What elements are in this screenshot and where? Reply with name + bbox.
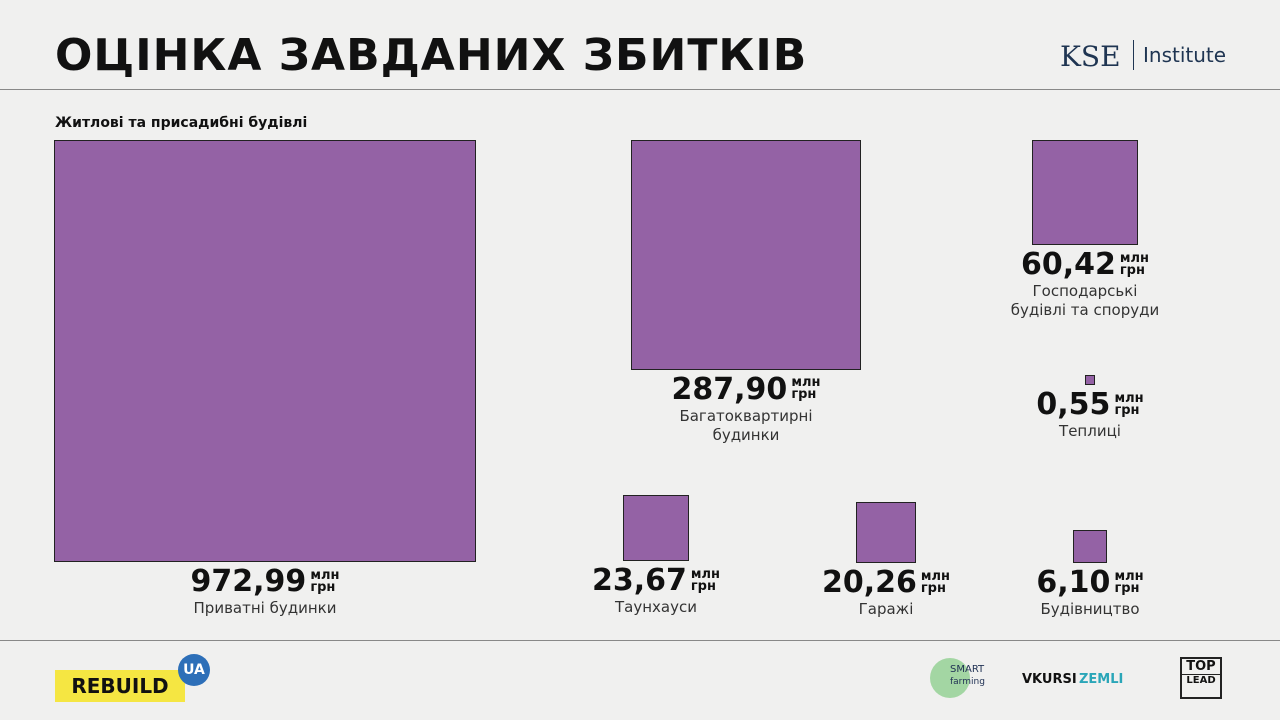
value-group: 972,99 млн грн: [191, 564, 340, 599]
unit-text: млн: [310, 567, 340, 583]
value-label: 287,90: [671, 371, 788, 407]
value-group: 20,26 млн грн: [822, 565, 950, 600]
unit: млн грн: [690, 566, 721, 594]
unit: млн грн: [1119, 250, 1150, 278]
category-label: Теплиці: [1059, 422, 1121, 440]
unit-text: млн: [1119, 250, 1150, 266]
value-label: 20,26: [821, 565, 917, 600]
square: [855, 502, 917, 563]
unit: млн грн: [791, 375, 821, 403]
value-label: 6,10: [1036, 565, 1111, 600]
square-label: 23,67 млн грн Таунхауси: [546, 563, 766, 617]
square: [623, 495, 689, 561]
category-label: Багатоквартирні будинки: [679, 406, 813, 444]
value-group: 0,55 млн грн: [1036, 387, 1143, 422]
square-label: 287,90 млн грн Багатоквартирні будинки: [636, 372, 856, 445]
category-label: Гаражі: [858, 600, 914, 618]
value-group: 60,42 млн грн: [1021, 247, 1149, 282]
unit-text: млн: [690, 566, 721, 582]
unit-text: грн: [310, 579, 336, 595]
value-label: 23,67: [591, 563, 687, 598]
subtitle: Житлові та присадибні будівлі: [55, 115, 308, 131]
category-label: Будівництво: [1040, 600, 1140, 618]
unit-text: грн: [690, 578, 716, 594]
kse-logo: KSE: [1060, 40, 1121, 73]
vkursi-logo: VKURSI: [1022, 672, 1077, 687]
value-label: 972,99: [190, 564, 307, 599]
top-text: TOP: [1182, 659, 1220, 675]
unit-text: млн: [791, 375, 821, 391]
unit-text: млн: [920, 568, 951, 584]
category-label: Господарські будівлі та споруди: [1010, 282, 1160, 320]
unit-text: грн: [1114, 402, 1140, 418]
category-label: Таунхауси: [615, 598, 697, 616]
value-group: 287,90 млн грн: [672, 372, 821, 407]
lead-text: LEAD: [1186, 675, 1216, 686]
square-label: 0,55 млн грн Теплиці: [980, 387, 1200, 441]
square-label: 6,10 млн грн Будівництво: [980, 565, 1200, 619]
value-group: 23,67 млн грн: [592, 563, 720, 598]
value-group: 6,10 млн грн: [1036, 565, 1143, 600]
smart-icon: [930, 658, 970, 698]
institute-logo: Institute: [1143, 43, 1227, 67]
ua-badge: UA: [178, 654, 210, 686]
unit: млн грн: [1114, 390, 1144, 418]
unit-text: грн: [1114, 580, 1140, 596]
value-label: 60,42: [1020, 247, 1116, 283]
category-label: Приватні будинки: [193, 599, 337, 617]
title: ОЦІНКА ЗАВДАНИХ ЗБИТКІВ: [55, 30, 808, 81]
square: [1084, 374, 1095, 385]
footer-rule: [0, 640, 1280, 641]
farming-logo: farming: [950, 677, 985, 687]
unit: млн грн: [1114, 568, 1144, 596]
unit: млн грн: [920, 568, 951, 596]
square: [1073, 529, 1107, 563]
unit-text: млн: [1114, 390, 1144, 406]
toplead-logo: TOP LEAD: [1180, 657, 1222, 699]
header-rule: [0, 89, 1280, 90]
square: [54, 140, 476, 562]
square-label: 20,26 млн грн Гаражі: [776, 565, 996, 619]
square-label: 60,42 млн грн Господарські будівлі та спору…: [975, 247, 1195, 320]
square: [1032, 140, 1138, 246]
unit: млн грн: [310, 567, 340, 595]
square: [631, 140, 861, 370]
unit-text: млн: [1114, 568, 1144, 584]
square-label: 972,99 млн грн Приватні будинки: [155, 564, 375, 618]
unit-text: грн: [791, 387, 817, 403]
value-label: 0,55: [1036, 387, 1111, 422]
smart-logo: SMART: [950, 664, 985, 675]
unit-text: грн: [1119, 262, 1145, 278]
unit-text: грн: [920, 580, 946, 596]
rebuild-logo: REBUILD: [55, 670, 185, 702]
logo-divider: [1133, 40, 1134, 70]
zemli-logo: ZEMLI: [1079, 672, 1124, 687]
